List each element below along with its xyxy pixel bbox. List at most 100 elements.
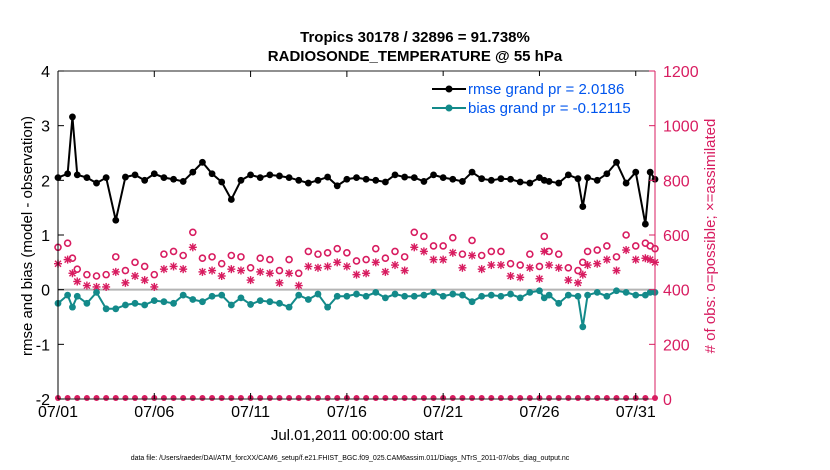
- obs-assimilated-point: [140, 276, 149, 285]
- obs-possible-point: [179, 251, 187, 260]
- obs-zero-point: [497, 395, 504, 401]
- obs-zero-point: [565, 395, 572, 401]
- obs-zero-point: [392, 395, 399, 401]
- obs-zero-point: [122, 395, 129, 401]
- chart-title: Tropics 30178 / 32896 = 91.738%: [300, 29, 530, 46]
- obs-assimilated-point: [198, 267, 207, 276]
- obs-possible-point: [102, 270, 110, 279]
- bias-point: [199, 298, 206, 306]
- obs-assimilated-point: [545, 261, 554, 270]
- bias-point: [603, 292, 611, 300]
- rmse-point: [102, 174, 110, 182]
- y-axis-right-label: # of obs: o=possible; ×=assimilated: [702, 119, 719, 354]
- bias-point: [381, 294, 389, 302]
- obs-possible-point: [371, 244, 380, 253]
- bias-point: [266, 298, 274, 306]
- obs-possible-point: [266, 255, 274, 264]
- bias-point: [439, 292, 447, 300]
- rmse-point: [579, 203, 587, 210]
- obs-possible-point: [458, 250, 467, 258]
- obs-zero-point: [103, 395, 110, 401]
- bias-point: [304, 296, 312, 303]
- obs-possible-point: [343, 248, 351, 257]
- y-axis-left-label: rmse and bias (model - observation): [19, 116, 36, 356]
- obs-zero-point: [189, 395, 196, 401]
- obs-possible-point: [564, 263, 573, 272]
- obs-zero-point: [228, 395, 235, 401]
- bias-point: [430, 289, 437, 296]
- obs-zero-point: [603, 395, 610, 401]
- obs-possible-point: [73, 265, 82, 273]
- obs-zero-point: [459, 395, 466, 401]
- y-right-tick-label: 1000: [663, 119, 699, 136]
- obs-assimilated-point: [323, 262, 332, 271]
- rmse-point: [622, 179, 630, 187]
- rmse-point: [343, 175, 351, 183]
- obs-assimilated-point: [73, 277, 82, 286]
- bias-point: [131, 299, 139, 307]
- obs-possible-point: [429, 242, 438, 250]
- obs-possible-point: [160, 250, 168, 258]
- obs-assimilated-point: [540, 247, 549, 256]
- obs-possible-point: [535, 262, 544, 271]
- obs-possible-point: [294, 269, 303, 278]
- y-left-tick-label: 3: [41, 119, 50, 136]
- rmse-point: [266, 171, 274, 179]
- bias-point: [141, 301, 149, 309]
- obs-zero-point: [449, 395, 456, 401]
- x-tick-label: 07/06: [134, 404, 174, 421]
- bias-point: [391, 290, 399, 298]
- chart-subtitle: RADIOSONDE_TEMPERATURE @ 55 hPa: [268, 48, 563, 65]
- obs-zero-point: [93, 395, 100, 401]
- bias-point: [593, 289, 601, 296]
- x-tick-label: 07/26: [519, 404, 559, 421]
- rmse-point: [410, 174, 418, 182]
- bias-point: [276, 299, 283, 307]
- obs-possible-point: [131, 258, 139, 267]
- obs-possible-point: [352, 257, 361, 265]
- bias-point: [170, 299, 177, 307]
- obs-assimilated-point: [419, 247, 428, 256]
- bias-point: [179, 291, 187, 299]
- obs-assimilated-point: [68, 269, 77, 278]
- bias-point: [343, 292, 351, 300]
- obs-zero-point: [83, 395, 90, 401]
- bias-point: [64, 291, 72, 299]
- obs-assimilated-point: [82, 281, 91, 290]
- obs-zero-point: [546, 395, 553, 401]
- bias-point: [545, 291, 553, 299]
- obs-assimilated-point: [410, 243, 419, 252]
- obs-assimilated-point: [362, 269, 371, 278]
- obs-possible-point: [526, 250, 534, 258]
- bias-point: [83, 299, 91, 307]
- obs-assimilated-point: [602, 255, 611, 264]
- x-tick-label: 07/31: [616, 404, 656, 421]
- bias-point: [247, 301, 254, 308]
- rmse-point: [641, 220, 649, 228]
- obs-zero-point: [488, 395, 495, 401]
- obs-assimilated-point: [573, 278, 582, 287]
- rmse-point: [574, 175, 582, 183]
- obs-possible-point: [631, 242, 640, 250]
- y-right-tick-label: 800: [663, 173, 690, 190]
- obs-assimilated-point: [381, 267, 390, 276]
- bias-point: [564, 291, 572, 299]
- rmse-point: [189, 168, 197, 176]
- obs-assimilated-point: [496, 261, 505, 270]
- bias-point: [314, 290, 322, 298]
- y-left-tick-label: -1: [36, 337, 50, 354]
- obs-assimilated-point: [593, 259, 602, 268]
- obs-zero-point: [478, 395, 485, 401]
- obs-zero-point: [420, 395, 427, 401]
- footer-data-file: data file: /Users/raeder/DAI/ATM_forcXX/…: [131, 455, 570, 462]
- obs-assimilated-point: [583, 261, 592, 270]
- rmse-point: [199, 158, 206, 166]
- y-left-tick-label: 1: [41, 228, 50, 245]
- bias-point: [526, 289, 534, 296]
- rmse-point: [179, 178, 187, 185]
- rmse-point: [584, 174, 591, 182]
- obs-possible-point: [516, 261, 524, 269]
- obs-zero-point: [160, 395, 167, 401]
- rmse-point: [526, 179, 534, 187]
- legend: rmse grand pr = 2.0186 bias grand pr = -…: [420, 76, 648, 120]
